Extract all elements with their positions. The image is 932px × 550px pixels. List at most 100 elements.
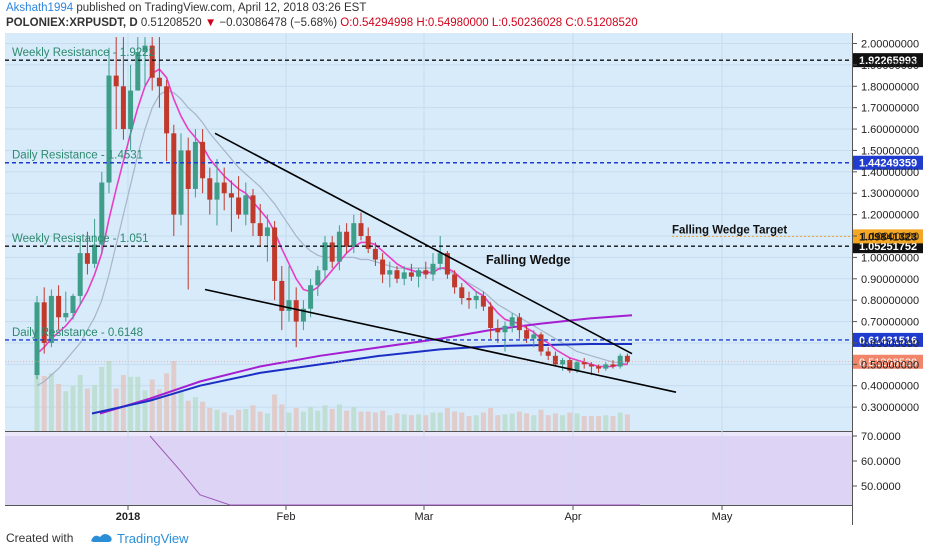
candle-body — [394, 270, 400, 279]
candle-body — [236, 197, 242, 215]
price-tick-label: 1.80000000 — [861, 81, 919, 93]
candle-body — [444, 253, 450, 275]
volume-bar — [322, 405, 328, 431]
candle-body — [315, 270, 321, 286]
candle-body — [70, 295, 76, 314]
volume-bar — [99, 366, 105, 431]
volume-bar — [560, 415, 566, 431]
open-value: O:0.54294998 — [340, 17, 414, 29]
volume-bar — [509, 413, 515, 431]
candle-body — [336, 231, 342, 262]
volume-bar — [459, 412, 465, 431]
candle-body — [416, 270, 422, 277]
rsi-tick-label: 50.0000 — [861, 481, 901, 493]
volume-bar — [574, 413, 580, 431]
volume-bar — [545, 415, 551, 431]
candle-body — [387, 270, 393, 275]
volume-bar — [315, 410, 321, 431]
volume-bar — [588, 416, 594, 431]
candle-body — [524, 330, 530, 339]
resistance-label: Daily Resistance - 0.6148 — [12, 327, 143, 339]
time-axis-bg — [5, 505, 932, 525]
candle-body — [466, 298, 472, 301]
price-tick-label: 1.40000000 — [861, 167, 919, 179]
volume-bar — [502, 414, 508, 431]
created-with-text: Created with — [6, 531, 74, 545]
candle-body — [200, 141, 206, 179]
volume-bar — [401, 414, 407, 431]
volume-bar — [63, 391, 69, 431]
candle-body — [149, 45, 155, 78]
rsi-tick-label: 60.0000 — [861, 456, 901, 468]
candle-body — [502, 325, 508, 333]
volume-bar — [437, 412, 443, 431]
tradingview-brand[interactable]: TradingView — [117, 531, 189, 546]
volume-bar — [293, 408, 299, 431]
candle-body — [228, 193, 234, 198]
candle-body — [63, 313, 69, 318]
candle-body — [178, 150, 184, 215]
candle-body — [286, 300, 292, 311]
volume-bar — [200, 401, 206, 431]
candle-body — [34, 302, 40, 376]
symbol-label[interactable]: POLONIEX:XRPUSDT, D — [6, 17, 138, 29]
candle-body — [135, 52, 141, 91]
candle-body — [581, 362, 587, 365]
candle-body — [329, 242, 335, 262]
time-tick-label: Mar — [415, 511, 434, 523]
candle-body — [516, 317, 522, 331]
volume-bar — [329, 408, 335, 431]
volume-bar — [617, 412, 623, 431]
volume-bar — [516, 411, 522, 431]
volume-bar — [387, 415, 393, 431]
rsi-band — [5, 436, 852, 505]
last-price-tag-bg — [853, 354, 923, 369]
footer: Created with TradingView — [0, 525, 932, 550]
candle-body — [207, 178, 213, 200]
volume-bar — [394, 413, 400, 431]
candle-body — [113, 75, 119, 87]
volume-bar — [480, 412, 486, 431]
resistance-label: Weekly Resistance - 1.051 — [12, 233, 149, 245]
price-tick-label: 0.80000000 — [861, 295, 919, 307]
resistance-label: Weekly Resistance - 1.9222 — [12, 47, 155, 59]
volume-bar — [408, 415, 414, 431]
candle-body — [128, 90, 134, 130]
price-tick-label: 0.30000000 — [861, 402, 919, 414]
author-link[interactable]: Akshath1994 — [6, 2, 74, 14]
price-tick-label: 1.00000000 — [861, 252, 919, 264]
price-tick-label: 1.70000000 — [861, 103, 919, 115]
candle-body — [423, 270, 429, 275]
volume-bar — [228, 415, 234, 431]
wedge-label: Falling Wedge — [486, 253, 571, 267]
volume-bar — [624, 414, 630, 431]
volume-bar — [106, 361, 112, 431]
candle-body — [430, 263, 436, 275]
candle-body — [459, 287, 465, 299]
resistance-label: Daily Resistance - 1.4531 — [12, 150, 143, 162]
price-tag-bg — [853, 155, 923, 170]
ohlc-line: POLONIEX:XRPUSDT, D 0.51208520 ▼ −0.0308… — [6, 17, 638, 29]
volume-bar — [430, 412, 436, 431]
publish-line: Akshath1994 published on TradingView.com… — [6, 2, 366, 14]
volume-bar — [308, 407, 314, 431]
volume-bar — [495, 415, 501, 431]
price-tick-label: 0.40000000 — [861, 381, 919, 393]
candle-body — [272, 227, 278, 281]
volume-bar — [603, 415, 609, 431]
candle-body — [84, 253, 90, 264]
candle-body — [452, 274, 458, 288]
price-tick-label: 0.50000000 — [861, 359, 919, 371]
price-tick-label: 1.30000000 — [861, 188, 919, 200]
volume-bar — [250, 405, 256, 431]
volume-bar — [171, 361, 177, 431]
price-tick-label: 1.60000000 — [861, 124, 919, 136]
candle-body — [322, 242, 328, 271]
candle-body — [408, 272, 414, 277]
candle-body — [473, 295, 479, 301]
candle-body — [56, 295, 62, 318]
candle-body — [603, 364, 609, 369]
candle-body — [574, 362, 580, 371]
volume-bar — [567, 412, 573, 431]
